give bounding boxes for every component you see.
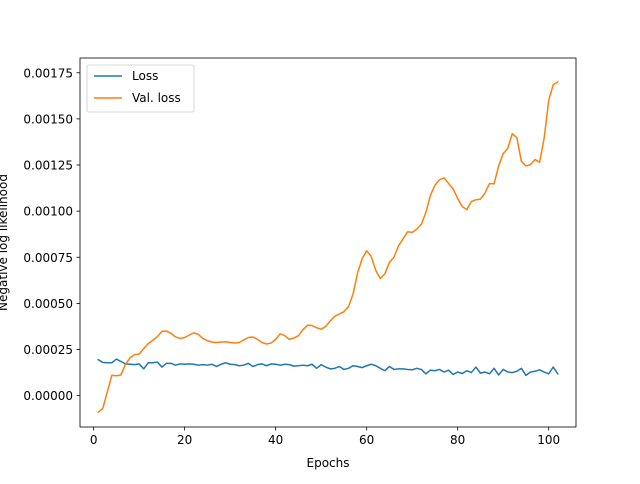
x-tick-label: 60 <box>359 433 374 447</box>
y-tick-label: 0.00075 <box>23 251 73 265</box>
y-tick-label: 0.00150 <box>23 112 73 126</box>
x-tick-label: 20 <box>177 433 192 447</box>
x-tick-label: 100 <box>537 433 560 447</box>
x-tick-label: 0 <box>90 433 98 447</box>
plot-lines <box>97 80 559 414</box>
legend-label-val-loss: Val. loss <box>132 91 181 105</box>
legend: Loss Val. loss <box>86 64 195 113</box>
x-axis-label: Epochs <box>307 456 350 470</box>
x-axis: 0 20 40 60 80 100 <box>90 427 560 447</box>
x-tick-label: 80 <box>450 433 465 447</box>
y-tick-label: 0.00125 <box>23 159 73 173</box>
legend-label-loss: Loss <box>132 69 158 83</box>
y-tick-label: 0.00000 <box>23 389 73 403</box>
y-tick-label: 0.00175 <box>23 66 73 80</box>
series-line-loss <box>97 358 559 377</box>
y-tick-label: 0.00025 <box>23 343 73 357</box>
y-tick-label: 0.00050 <box>23 297 73 311</box>
plot-frame <box>79 57 577 428</box>
x-tick-label: 40 <box>268 433 283 447</box>
y-tick-label: 0.00100 <box>23 205 73 219</box>
y-axis: 0.00000 0.00025 0.00050 0.00075 0.00100 0.001… <box>23 66 80 403</box>
y-axis-label: Negative log likelihood <box>0 174 10 311</box>
series-line-val-loss <box>97 80 559 414</box>
